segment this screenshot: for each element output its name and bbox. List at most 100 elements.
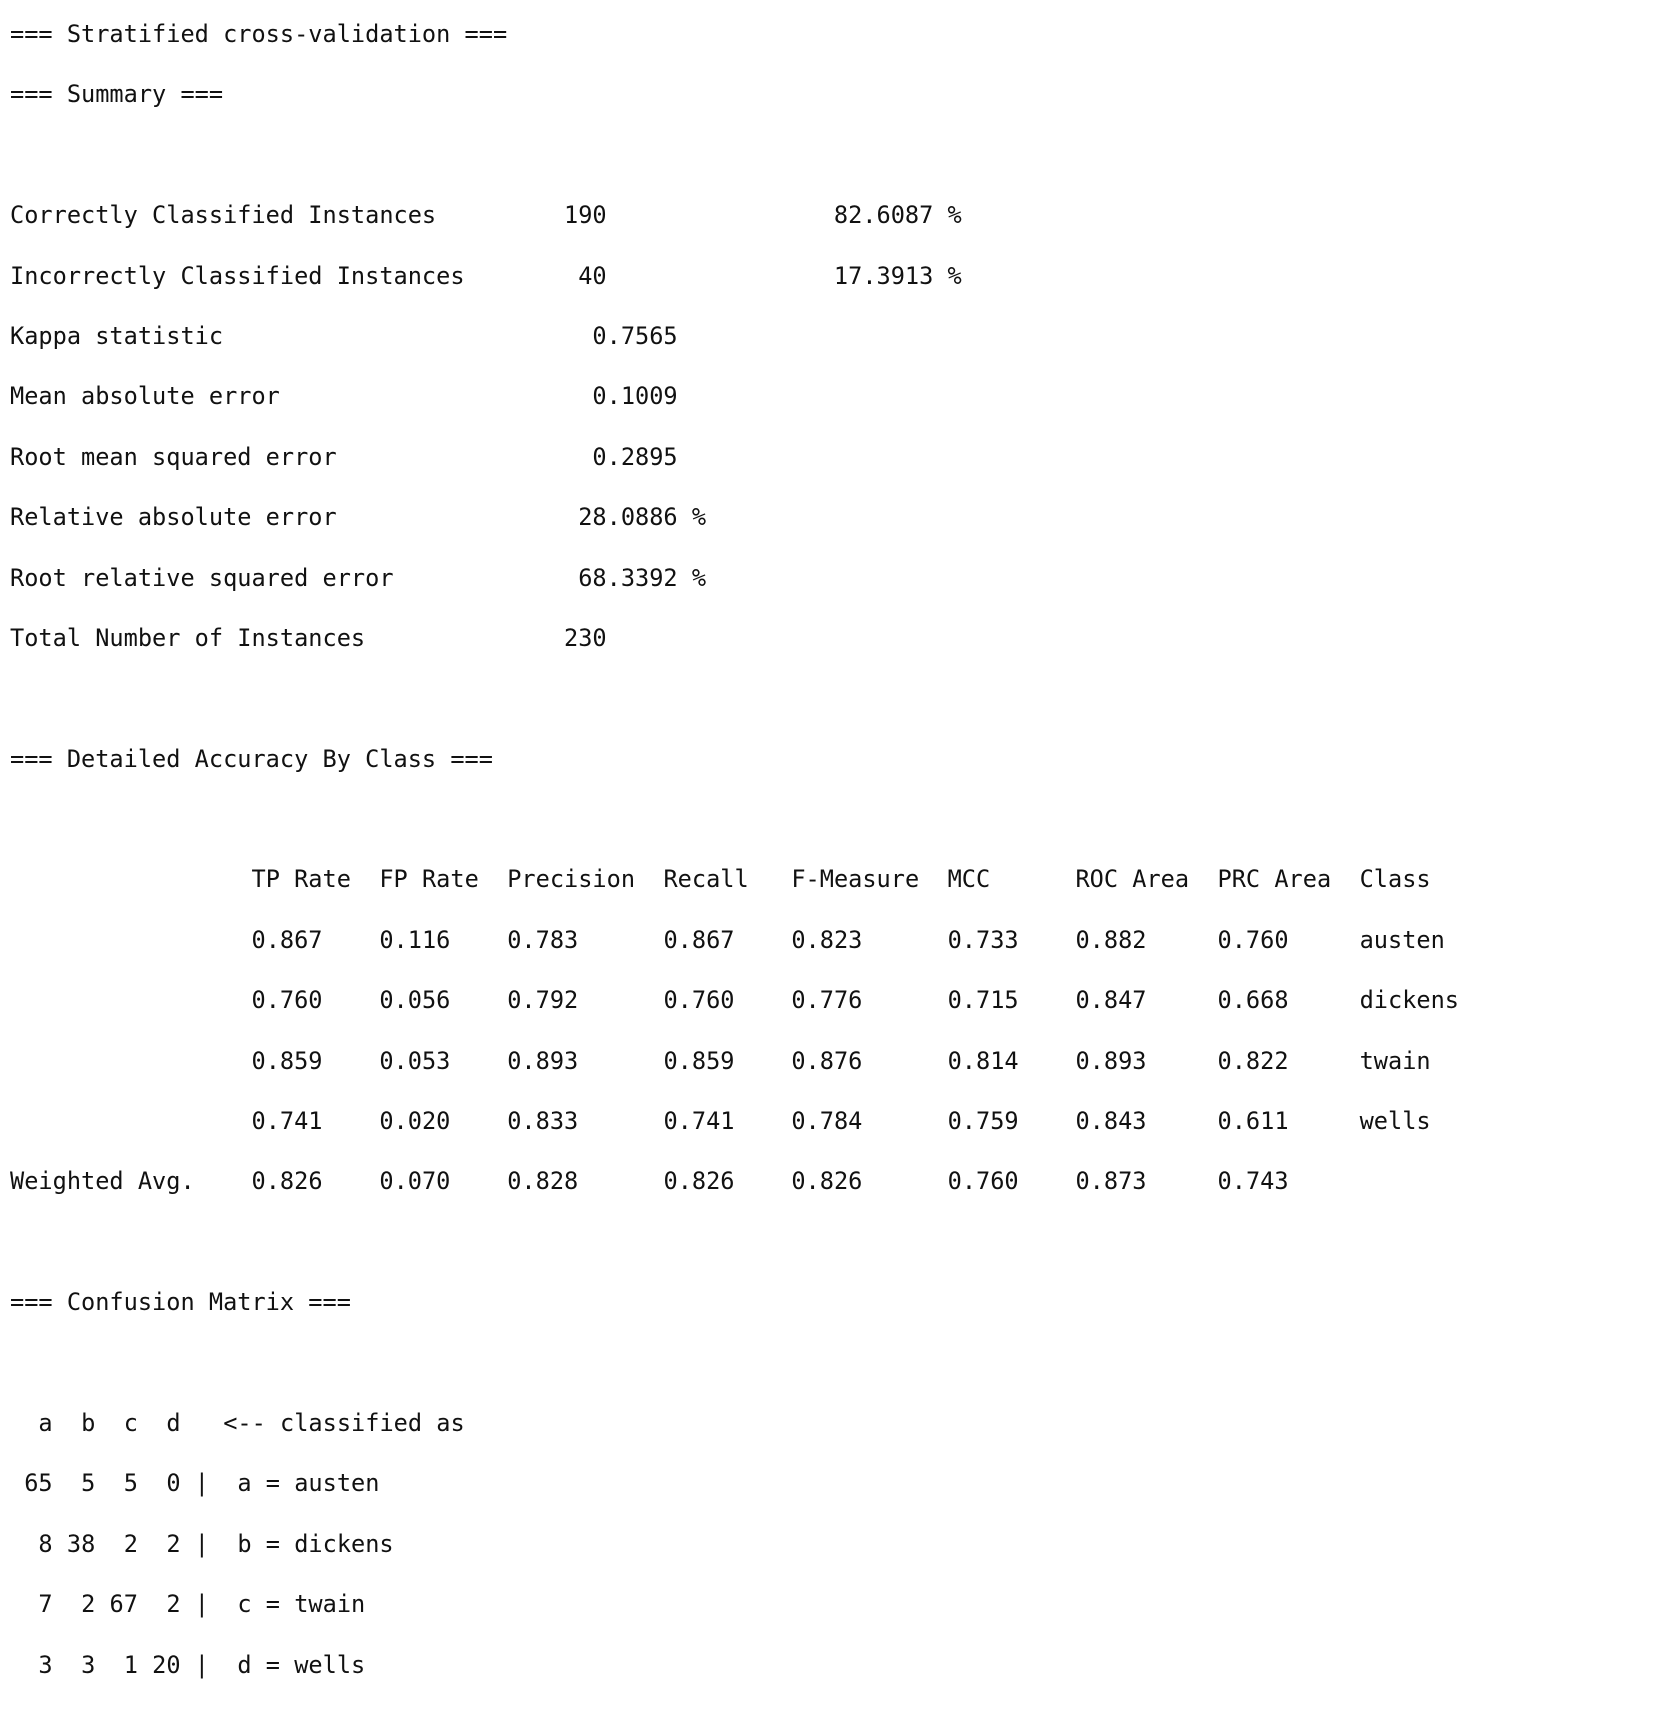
matrix-cell: 3 [81, 1650, 96, 1679]
matrix-cell: 5 [123, 1469, 138, 1498]
accuracy-columns: TP Rate FP Rate Precision Recall F-Measu… [10, 864, 1459, 894]
accuracy-cell: 0.893 [1075, 1046, 1147, 1075]
accuracy-cell: 0.056 [379, 986, 451, 1015]
accuracy-cell: 0.893 [507, 1046, 579, 1075]
summary-label: Root relative squared error [10, 563, 394, 592]
accuracy-cell: 0.784 [791, 1107, 863, 1136]
matrix-cell: 2 [123, 1529, 138, 1558]
summary-label: Incorrectly Classified Instances [10, 261, 465, 290]
matrix-letter: b [81, 1408, 96, 1437]
accuracy-row: 0.741 0.020 0.833 0.741 0.784 0.759 0.84… [10, 1106, 1459, 1136]
class-assignment: d = wells [237, 1650, 366, 1679]
summary-row: Mean absolute error 0.1009 [10, 381, 1459, 411]
accuracy-cell: 0.843 [1075, 1107, 1147, 1136]
matrix-caption: <-- classified as [223, 1408, 465, 1437]
accuracy-header: === Detailed Accuracy By Class === [10, 744, 493, 773]
summary-value: 0.1009 [592, 382, 678, 411]
accuracy-cell: 0.760 [251, 986, 323, 1015]
summary-value: 68.3392 % [578, 563, 707, 592]
summary-value: 0.2895 [592, 442, 678, 471]
matrix-cell: 65 [24, 1469, 53, 1498]
accuracy-row: Weighted Avg. 0.826 0.070 0.828 0.826 0.… [10, 1166, 1459, 1196]
accuracy-cell: 0.760 [1217, 925, 1289, 954]
accuracy-cell: 0.859 [663, 1046, 735, 1075]
matrix-cell: 5 [81, 1469, 96, 1498]
summary-header: === Summary === [10, 80, 224, 109]
class-assignment: b = dickens [237, 1529, 394, 1558]
accuracy-cell: 0.873 [1075, 1167, 1147, 1196]
accuracy-cell: 0.668 [1217, 986, 1289, 1015]
matrix-letter: d [166, 1408, 181, 1437]
matrix-cell: 67 [109, 1590, 138, 1619]
weka-classifier-output: === Stratified cross-validation === === … [10, 19, 1459, 1710]
accuracy-cell: 0.867 [663, 925, 735, 954]
accuracy-cell: 0.859 [251, 1046, 323, 1075]
summary-row: Kappa statistic 0.7565 [10, 321, 1459, 351]
accuracy-cell: 0.882 [1075, 925, 1147, 954]
confusion-letters: a b c d <-- classified as [10, 1408, 1459, 1438]
accuracy-cell: 0.822 [1217, 1046, 1289, 1075]
accuracy-cell: 0.053 [379, 1046, 451, 1075]
summary-value: 0.7565 [592, 321, 678, 350]
class-assignment: c = twain [237, 1590, 366, 1619]
accuracy-cell: 0.823 [791, 925, 863, 954]
matrix-cell: 7 [38, 1590, 53, 1619]
confusion-header: === Confusion Matrix === [10, 1288, 351, 1317]
confusion-row: 8 38 2 2 | b = dickens [38, 1529, 394, 1558]
accuracy-cell: 0.741 [663, 1107, 735, 1136]
matrix-cell: 0 [166, 1469, 181, 1498]
summary-percent: 82.6087 % [833, 201, 962, 230]
summary-label: Root mean squared error [10, 442, 337, 471]
summary-label: Total Number of Instances [10, 623, 366, 652]
accuracy-cell: 0.741 [251, 1107, 323, 1136]
accuracy-cell: 0.847 [1075, 986, 1147, 1015]
accuracy-cell: wells [1359, 1107, 1431, 1136]
accuracy-cell: 0.760 [663, 986, 735, 1015]
accuracy-cell: 0.743 [1217, 1167, 1289, 1196]
summary-label: Relative absolute error [10, 503, 337, 532]
summary-row: Correctly Classified Instances 190 82.60… [10, 200, 1459, 230]
accuracy-cell: 0.715 [947, 986, 1019, 1015]
accuracy-cell: dickens [1359, 986, 1460, 1015]
accuracy-cell: 0.867 [251, 925, 323, 954]
accuracy-cell: 0.826 [251, 1167, 323, 1196]
summary-row: Relative absolute error 28.0886 % [10, 502, 1459, 532]
summary-percent: 17.3913 % [833, 261, 962, 290]
summary-row: Total Number of Instances 230 [10, 623, 1459, 653]
blank-line [10, 683, 1459, 713]
summary-value: 230 [564, 623, 607, 652]
accuracy-cell: 0.020 [379, 1107, 451, 1136]
accuracy-row: 0.760 0.056 0.792 0.760 0.776 0.715 0.84… [10, 985, 1459, 1015]
row-label: Weighted Avg. [10, 1167, 195, 1196]
accuracy-cell: 0.828 [507, 1167, 579, 1196]
matrix-letter: c [123, 1408, 138, 1437]
blank-line [10, 1227, 1459, 1257]
accuracy-cell: 0.826 [791, 1167, 863, 1196]
accuracy-cell: austen [1359, 925, 1445, 954]
summary-row: Root relative squared error 68.3392 % [10, 563, 1459, 593]
summary-row: Incorrectly Classified Instances 40 17.3… [10, 261, 1459, 291]
matrix-cell: 2 [81, 1590, 96, 1619]
accuracy-cell: 0.876 [791, 1046, 863, 1075]
confusion-row: 3 3 1 20 | d = wells [38, 1650, 366, 1679]
summary-label: Kappa statistic [10, 321, 224, 350]
accuracy-cell: 0.776 [791, 986, 863, 1015]
matrix-cell: 3 [38, 1650, 53, 1679]
confusion-row: 65 5 5 0 | a = austen [24, 1469, 380, 1498]
matrix-cell: 2 [166, 1590, 181, 1619]
accuracy-cell: 0.814 [947, 1046, 1019, 1075]
accuracy-cell: 0.733 [947, 925, 1019, 954]
summary-label: Correctly Classified Instances [10, 201, 437, 230]
class-assignment: a = austen [237, 1469, 380, 1498]
matrix-cell: 8 [38, 1529, 53, 1558]
accuracy-cell: 0.833 [507, 1107, 579, 1136]
blank-line [10, 804, 1459, 834]
accuracy-cell: 0.792 [507, 986, 579, 1015]
accuracy-cell: 0.116 [379, 925, 451, 954]
title-line: === Stratified cross-validation === [10, 20, 508, 48]
matrix-cell: 38 [66, 1529, 96, 1558]
matrix-cell: 2 [166, 1529, 181, 1558]
summary-value: 40 [578, 261, 607, 290]
accuracy-cell: twain [1359, 1046, 1431, 1075]
accuracy-row: 0.859 0.053 0.893 0.859 0.876 0.814 0.89… [10, 1046, 1459, 1076]
